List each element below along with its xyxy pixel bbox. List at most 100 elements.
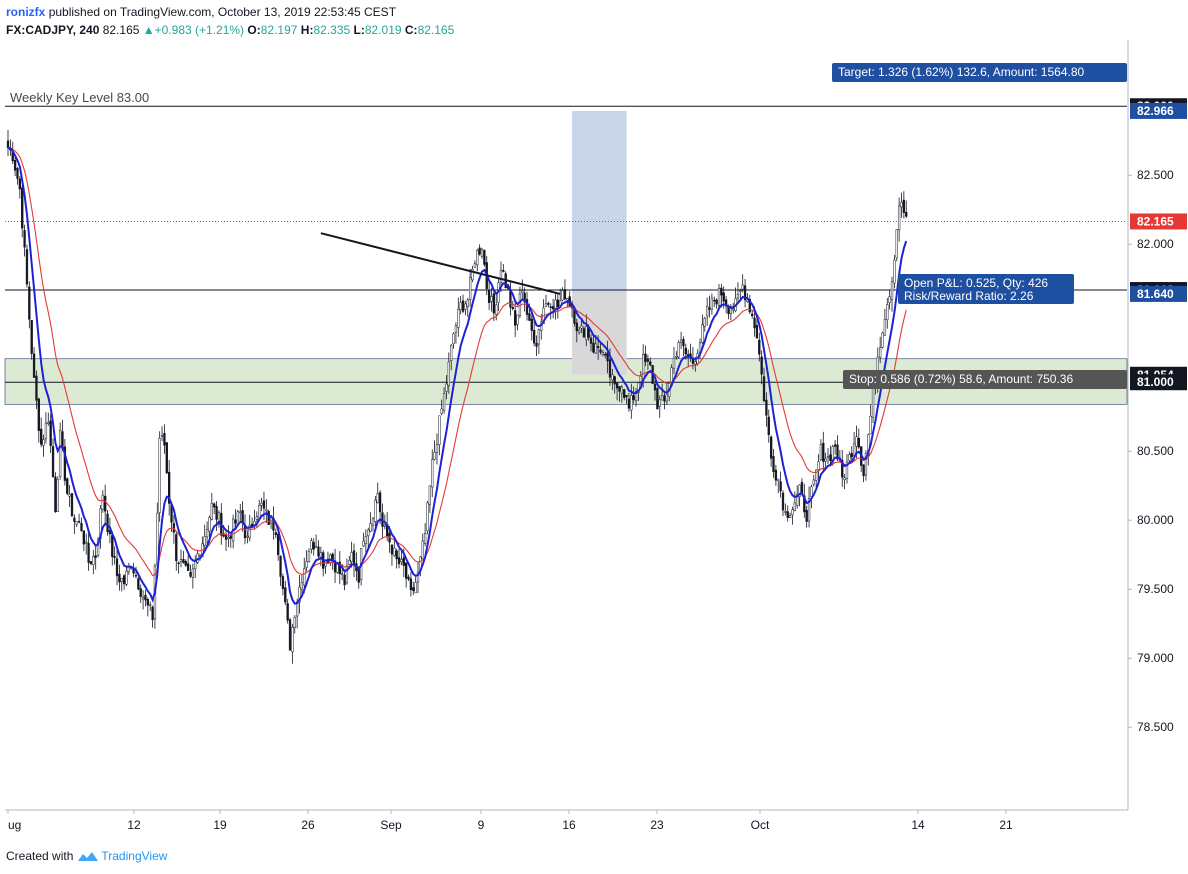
candle-body-67 bbox=[165, 442, 168, 474]
candle-body-9 bbox=[28, 286, 31, 320]
candle-body-106 bbox=[258, 505, 261, 519]
candle-body-193 bbox=[464, 303, 467, 310]
candle-body-336 bbox=[803, 495, 806, 513]
candle-body-314 bbox=[751, 313, 754, 317]
candle-body-83 bbox=[203, 536, 206, 546]
candle-body-113 bbox=[274, 532, 277, 536]
candle-body-285 bbox=[682, 339, 685, 347]
candle-body-252 bbox=[604, 354, 607, 356]
candle-body-30 bbox=[77, 521, 81, 523]
candle-body-213 bbox=[511, 306, 514, 310]
candle-body-121 bbox=[293, 617, 296, 628]
candle-body-89 bbox=[217, 512, 221, 522]
candle-body-286 bbox=[684, 347, 687, 355]
candle-body-48 bbox=[120, 578, 123, 582]
candle-body-370 bbox=[883, 318, 887, 336]
candle-body-156 bbox=[376, 493, 379, 504]
candle-body-141 bbox=[341, 573, 344, 576]
candle-body-86 bbox=[210, 503, 213, 520]
candle-body-247 bbox=[592, 342, 595, 353]
candle-body-173 bbox=[416, 571, 420, 583]
candle-body-153 bbox=[369, 523, 372, 532]
author-name[interactable]: ronizfx bbox=[6, 5, 46, 19]
candle-body-365 bbox=[871, 388, 875, 418]
candle-body-300 bbox=[717, 288, 721, 306]
candle-body-294 bbox=[703, 317, 706, 327]
candle-body-155 bbox=[374, 499, 377, 522]
candle-body-110 bbox=[267, 511, 270, 525]
time-tick-label-7: 23 bbox=[650, 818, 664, 832]
open-label: O: bbox=[247, 23, 261, 37]
candle-body-311 bbox=[743, 285, 747, 301]
candle-body-274 bbox=[656, 388, 659, 410]
candle-body-371 bbox=[886, 304, 889, 321]
tradingview-brand[interactable]: TradingView bbox=[101, 849, 168, 863]
candle-body-24 bbox=[63, 446, 67, 481]
candle-body-340 bbox=[812, 479, 815, 485]
candle-body-327 bbox=[781, 492, 785, 511]
pnl-badge-text-1: Risk/Reward Ratio: 2.26 bbox=[904, 289, 1034, 303]
candle-body-186 bbox=[447, 361, 450, 386]
candle-body-359 bbox=[857, 437, 860, 448]
candle-body-126 bbox=[305, 561, 308, 568]
candle-body-217 bbox=[521, 290, 524, 294]
candle-body-75 bbox=[184, 561, 187, 566]
candle-body-281 bbox=[672, 357, 676, 370]
candle-body-321 bbox=[767, 416, 770, 436]
candle-body-257 bbox=[615, 382, 619, 389]
candle-body-11 bbox=[32, 353, 36, 378]
candle-body-163 bbox=[393, 547, 396, 556]
candle-body-71 bbox=[175, 534, 178, 562]
candle-body-167 bbox=[402, 557, 405, 566]
candle-body-356 bbox=[850, 452, 853, 458]
candle-body-246 bbox=[589, 337, 593, 344]
candle-body-27 bbox=[70, 493, 74, 517]
candle-body-42 bbox=[106, 513, 109, 533]
candle-body-364 bbox=[869, 416, 872, 435]
candle-body-68 bbox=[168, 471, 171, 504]
candle-body-195 bbox=[469, 277, 472, 300]
price-label-bg-6 bbox=[1130, 285, 1187, 302]
candle-body-368 bbox=[879, 347, 882, 358]
candle-body-219 bbox=[525, 299, 529, 315]
candle-body-302 bbox=[722, 292, 725, 302]
candle-body-282 bbox=[675, 356, 678, 358]
price-tick-label-13: 78.500 bbox=[1137, 720, 1174, 734]
candle-body-40 bbox=[101, 494, 104, 510]
price-tick-label-4: 82.000 bbox=[1137, 237, 1174, 251]
candle-body-283 bbox=[677, 342, 680, 358]
candle-body-102 bbox=[248, 524, 251, 539]
stop-badge-bg bbox=[843, 370, 1127, 389]
candle-body-318 bbox=[760, 356, 763, 375]
candle-body-361 bbox=[862, 464, 865, 477]
candle-body-199 bbox=[478, 247, 481, 255]
candle-body-325 bbox=[777, 478, 780, 482]
candle-body-358 bbox=[855, 436, 858, 447]
candle-body-131 bbox=[317, 546, 320, 557]
candle-body-47 bbox=[118, 573, 121, 583]
time-tick-label-5: 9 bbox=[478, 818, 485, 832]
candle-body-8 bbox=[25, 249, 29, 285]
candle-body-37 bbox=[94, 555, 97, 558]
candle-body-266 bbox=[637, 382, 640, 393]
candle-body-341 bbox=[815, 469, 818, 481]
candle-body-350 bbox=[836, 444, 839, 460]
candle-body-372 bbox=[888, 296, 891, 303]
candle-body-120 bbox=[291, 627, 294, 653]
candle-body-6 bbox=[21, 187, 24, 229]
candle-body-115 bbox=[279, 555, 282, 577]
candle-body-33 bbox=[85, 541, 88, 544]
candle-body-262 bbox=[627, 398, 631, 409]
candle-body-26 bbox=[68, 494, 71, 497]
candle-body-328 bbox=[784, 511, 787, 513]
candle-body-198 bbox=[476, 250, 479, 265]
candle-body-333 bbox=[796, 494, 799, 506]
candle-body-125 bbox=[303, 568, 306, 586]
time-tick-label-6: 16 bbox=[562, 818, 576, 832]
candle-body-165 bbox=[397, 557, 401, 565]
candle-body-369 bbox=[881, 332, 884, 348]
candle-body-326 bbox=[779, 481, 782, 492]
candle-body-22 bbox=[58, 429, 62, 477]
candle-body-29 bbox=[75, 521, 78, 525]
